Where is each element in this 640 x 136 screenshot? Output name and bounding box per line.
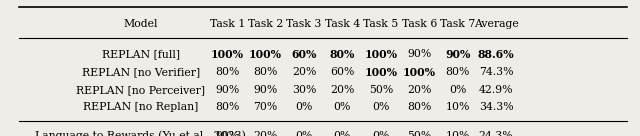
Text: Task 1: Task 1 bbox=[209, 19, 245, 30]
Text: 80%: 80% bbox=[215, 102, 239, 112]
Text: 60%: 60% bbox=[291, 49, 317, 60]
Text: 10%: 10% bbox=[445, 131, 470, 136]
Text: 0%: 0% bbox=[372, 131, 390, 136]
Text: 50%: 50% bbox=[407, 131, 431, 136]
Text: 100%: 100% bbox=[364, 67, 397, 78]
Text: 80%: 80% bbox=[330, 49, 355, 60]
Text: 100%: 100% bbox=[211, 49, 244, 60]
Text: 20%: 20% bbox=[330, 85, 355, 95]
Text: 100%: 100% bbox=[249, 49, 282, 60]
Text: 80%: 80% bbox=[407, 102, 431, 112]
Text: REPLAN [full]: REPLAN [full] bbox=[102, 49, 180, 59]
Text: 24.3%: 24.3% bbox=[479, 131, 513, 136]
Text: Task 6: Task 6 bbox=[401, 19, 437, 30]
Text: 88.6%: 88.6% bbox=[477, 49, 515, 60]
Text: 70%: 70% bbox=[253, 102, 278, 112]
Text: Task 3: Task 3 bbox=[286, 19, 322, 30]
Text: 90%: 90% bbox=[445, 49, 470, 60]
Text: Language to Rewards (Yu et al., 2023): Language to Rewards (Yu et al., 2023) bbox=[35, 131, 246, 136]
Text: Task 5: Task 5 bbox=[363, 19, 399, 30]
Text: REPLAN [no Replan]: REPLAN [no Replan] bbox=[83, 102, 198, 112]
Text: 100%: 100% bbox=[403, 67, 436, 78]
Text: 30%: 30% bbox=[292, 85, 316, 95]
Text: 50%: 50% bbox=[369, 85, 393, 95]
Text: 20%: 20% bbox=[253, 131, 278, 136]
Text: Task 4: Task 4 bbox=[324, 19, 360, 30]
Text: 90%: 90% bbox=[253, 85, 278, 95]
Text: 0%: 0% bbox=[295, 131, 313, 136]
Text: 0%: 0% bbox=[295, 102, 313, 112]
Text: 90%: 90% bbox=[215, 131, 239, 136]
Text: 20%: 20% bbox=[407, 85, 431, 95]
Text: Task 2: Task 2 bbox=[248, 19, 284, 30]
Text: 74.3%: 74.3% bbox=[479, 67, 513, 77]
Text: Average: Average bbox=[474, 19, 518, 30]
Text: REPLAN [no Perceiver]: REPLAN [no Perceiver] bbox=[76, 85, 205, 95]
Text: 0%: 0% bbox=[449, 85, 467, 95]
Text: 80%: 80% bbox=[215, 67, 239, 77]
Text: 0%: 0% bbox=[333, 102, 351, 112]
Text: 42.9%: 42.9% bbox=[479, 85, 513, 95]
Text: Model: Model bbox=[124, 19, 158, 30]
Text: REPLAN [no Verifier]: REPLAN [no Verifier] bbox=[82, 67, 200, 77]
Text: 80%: 80% bbox=[253, 67, 278, 77]
Text: 34.3%: 34.3% bbox=[479, 102, 513, 112]
Text: 90%: 90% bbox=[407, 49, 431, 59]
Text: 10%: 10% bbox=[445, 102, 470, 112]
Text: 80%: 80% bbox=[445, 67, 470, 77]
Text: 60%: 60% bbox=[330, 67, 355, 77]
Text: 20%: 20% bbox=[292, 67, 316, 77]
Text: 100%: 100% bbox=[364, 49, 397, 60]
Text: Task 7: Task 7 bbox=[440, 19, 476, 30]
Text: 0%: 0% bbox=[333, 131, 351, 136]
Text: 0%: 0% bbox=[372, 102, 390, 112]
Text: 90%: 90% bbox=[215, 85, 239, 95]
